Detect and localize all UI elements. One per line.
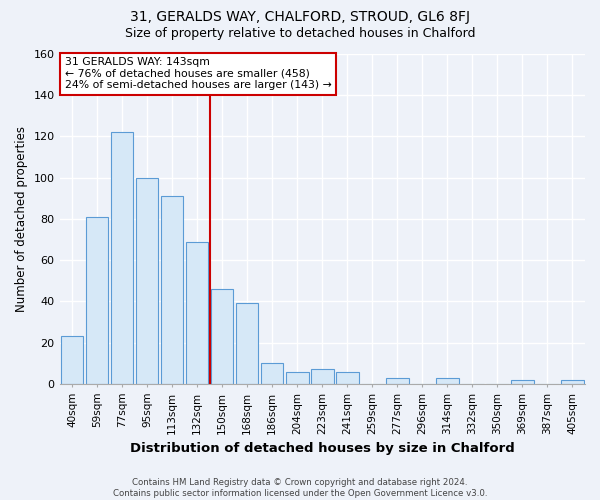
Bar (386, 378, 409, 384)
X-axis label: Distribution of detached houses by size in Chalford: Distribution of detached houses by size … (130, 442, 515, 455)
Bar (211, 289, 233, 384)
Bar (236, 304, 259, 384)
Bar (336, 372, 359, 384)
Bar (286, 372, 308, 384)
Text: 31, GERALDS WAY, CHALFORD, STROUD, GL6 8FJ: 31, GERALDS WAY, CHALFORD, STROUD, GL6 8… (130, 10, 470, 24)
Bar (136, 178, 158, 384)
Bar (311, 370, 334, 384)
Text: 31 GERALDS WAY: 143sqm
← 76% of detached houses are smaller (458)
24% of semi-de: 31 GERALDS WAY: 143sqm ← 76% of detached… (65, 58, 332, 90)
Bar (436, 378, 458, 384)
Text: Size of property relative to detached houses in Chalford: Size of property relative to detached ho… (125, 28, 475, 40)
Bar (561, 380, 584, 384)
Text: Contains HM Land Registry data © Crown copyright and database right 2024.
Contai: Contains HM Land Registry data © Crown c… (113, 478, 487, 498)
Y-axis label: Number of detached properties: Number of detached properties (15, 126, 28, 312)
Bar (111, 132, 133, 384)
Bar (261, 364, 283, 384)
Bar (86, 217, 109, 384)
Bar (61, 336, 83, 384)
Bar (511, 380, 534, 384)
Bar (186, 242, 208, 384)
Bar (161, 196, 184, 384)
